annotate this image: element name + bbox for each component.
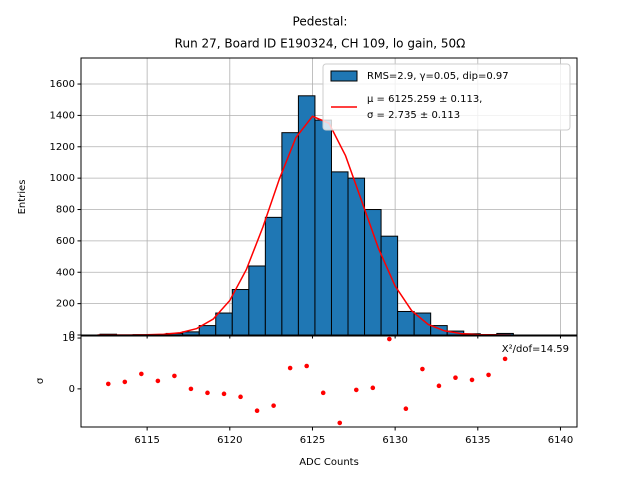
- y-tick-label: 1400: [50, 110, 75, 121]
- histogram-bar: [248, 265, 266, 336]
- histogram-bar: [281, 132, 299, 336]
- x-tick-label: 6130: [382, 435, 407, 446]
- residual-point: [469, 377, 475, 383]
- histogram-bar: [397, 310, 415, 336]
- x-tick-label: 6135: [465, 435, 490, 446]
- annotation: X²/dof=14.59: [502, 344, 569, 355]
- residual-point: [172, 373, 177, 379]
- histogram-bar: [314, 119, 332, 336]
- y-tick-label: 1200: [50, 142, 75, 153]
- y-tick-label: 0: [69, 384, 75, 395]
- x-tick-label: 6140: [548, 435, 573, 446]
- legend-label: RMS=2.9, γ=0.05, dip=0.97: [367, 71, 509, 82]
- fit-line: [97, 115, 511, 336]
- residual-point: [403, 406, 409, 411]
- residual-point: [254, 408, 260, 414]
- histogram-bar: [231, 289, 250, 336]
- x-tick-label: 6125: [300, 435, 325, 446]
- legend-label: σ = 2.735 ± 0.113: [367, 110, 460, 121]
- residual-point: [139, 371, 144, 377]
- x-axis-label: ADC Counts: [299, 457, 359, 468]
- residual-point: [370, 385, 376, 391]
- y-tick-label: 10: [62, 333, 75, 344]
- residual-point: [271, 403, 276, 408]
- residual-point: [420, 366, 425, 372]
- histogram-bar: [264, 216, 283, 336]
- y-tick-label: 800: [56, 205, 75, 216]
- legend-label: μ = 6125.259 ± 0.113,: [367, 94, 482, 105]
- y-axis-label: Entries: [17, 180, 28, 215]
- residual-point: [453, 375, 458, 380]
- residual-point: [105, 381, 111, 387]
- chart-title: Pedestal:: [293, 15, 348, 29]
- residual-point: [353, 387, 359, 393]
- y-tick-label: 1600: [50, 79, 75, 90]
- chart-title: Run 27, Board ID E190324, CH 109, lo gai…: [175, 37, 466, 51]
- residual-point: [221, 391, 227, 397]
- residual-point: [238, 394, 243, 400]
- x-tick-label: 6115: [134, 435, 159, 446]
- histogram-bar: [198, 325, 217, 336]
- y-tick-label: 0: [69, 330, 75, 341]
- axes-frame: [80, 335, 578, 428]
- y-axis-label: σ: [35, 377, 46, 384]
- y-tick-label: 400: [56, 267, 75, 278]
- residual-point: [304, 363, 309, 369]
- axes-frame: [80, 57, 578, 336]
- residual-point: [320, 390, 326, 396]
- residual-point: [155, 378, 161, 384]
- y-tick-label: 1000: [50, 173, 75, 184]
- residual-point: [486, 372, 491, 378]
- residual-point: [502, 356, 508, 362]
- histogram-bar: [215, 312, 233, 336]
- y-tick-label: 600: [56, 236, 75, 247]
- residual-point: [436, 383, 442, 389]
- legend-swatch: [330, 70, 358, 82]
- histogram-bar: [364, 209, 382, 336]
- residual-point: [287, 365, 293, 371]
- x-tick-label: 6120: [217, 435, 242, 446]
- residual-point: [337, 420, 343, 426]
- y-tick-label: 200: [56, 299, 75, 310]
- histogram-bar: [330, 171, 349, 336]
- legend-box: [322, 63, 571, 131]
- residual-point: [387, 336, 392, 342]
- residual-point: [188, 386, 194, 392]
- residual-point: [122, 379, 128, 385]
- residual-point: [205, 390, 210, 396]
